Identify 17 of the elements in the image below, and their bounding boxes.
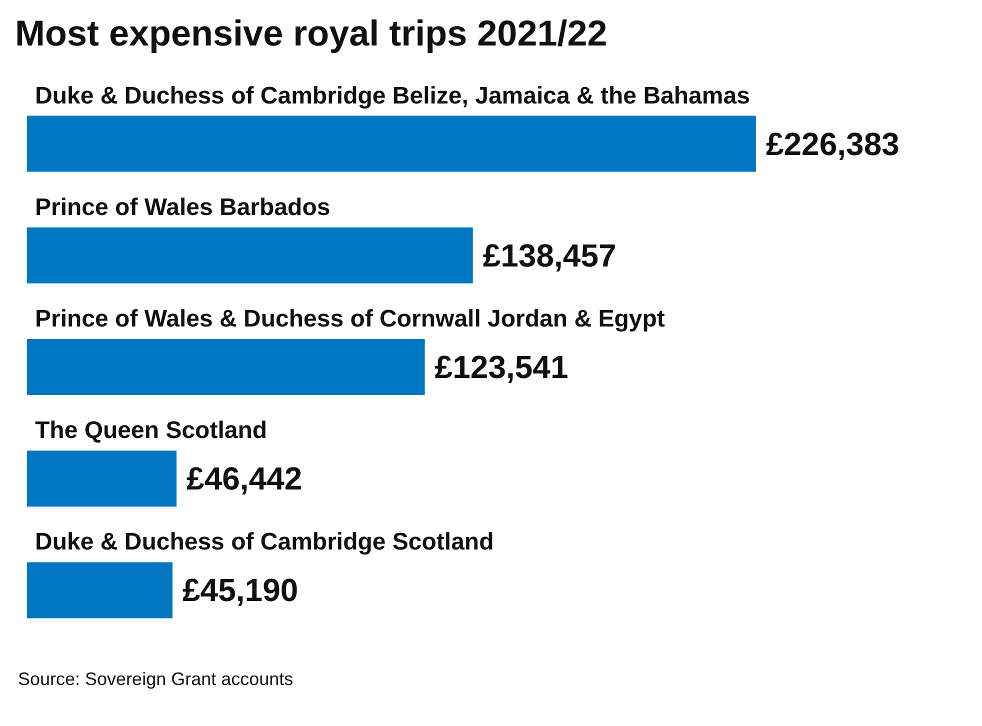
source-note: Source: Sovereign Grant accounts (18, 669, 294, 689)
bar (27, 450, 177, 507)
data-label: £138,457 (482, 237, 616, 274)
data-label: £123,541 (434, 349, 568, 385)
y-tick-label: Duke & Duchess of Cambridge Belize, Jamaica & the Bahamas (35, 82, 750, 110)
data-label: £45,190 (182, 572, 298, 608)
y-tick-label: The Queen Scotland (35, 417, 268, 444)
data-label: £46,442 (186, 460, 302, 497)
bar (27, 116, 756, 172)
bar (27, 562, 173, 618)
bar (27, 227, 473, 284)
y-tick-label: Duke & Duchess of Cambridge Scotland (35, 528, 494, 556)
y-tick-label: Prince of Wales Barbados (35, 194, 330, 221)
y-tick-label: Prince of Wales & Duchess of Cornwall Jordan & Egypt (35, 306, 665, 332)
data-label: £226,383 (766, 126, 900, 162)
chart-title: Most expensive royal trips 2021/22 (15, 12, 608, 54)
bar (27, 339, 425, 395)
